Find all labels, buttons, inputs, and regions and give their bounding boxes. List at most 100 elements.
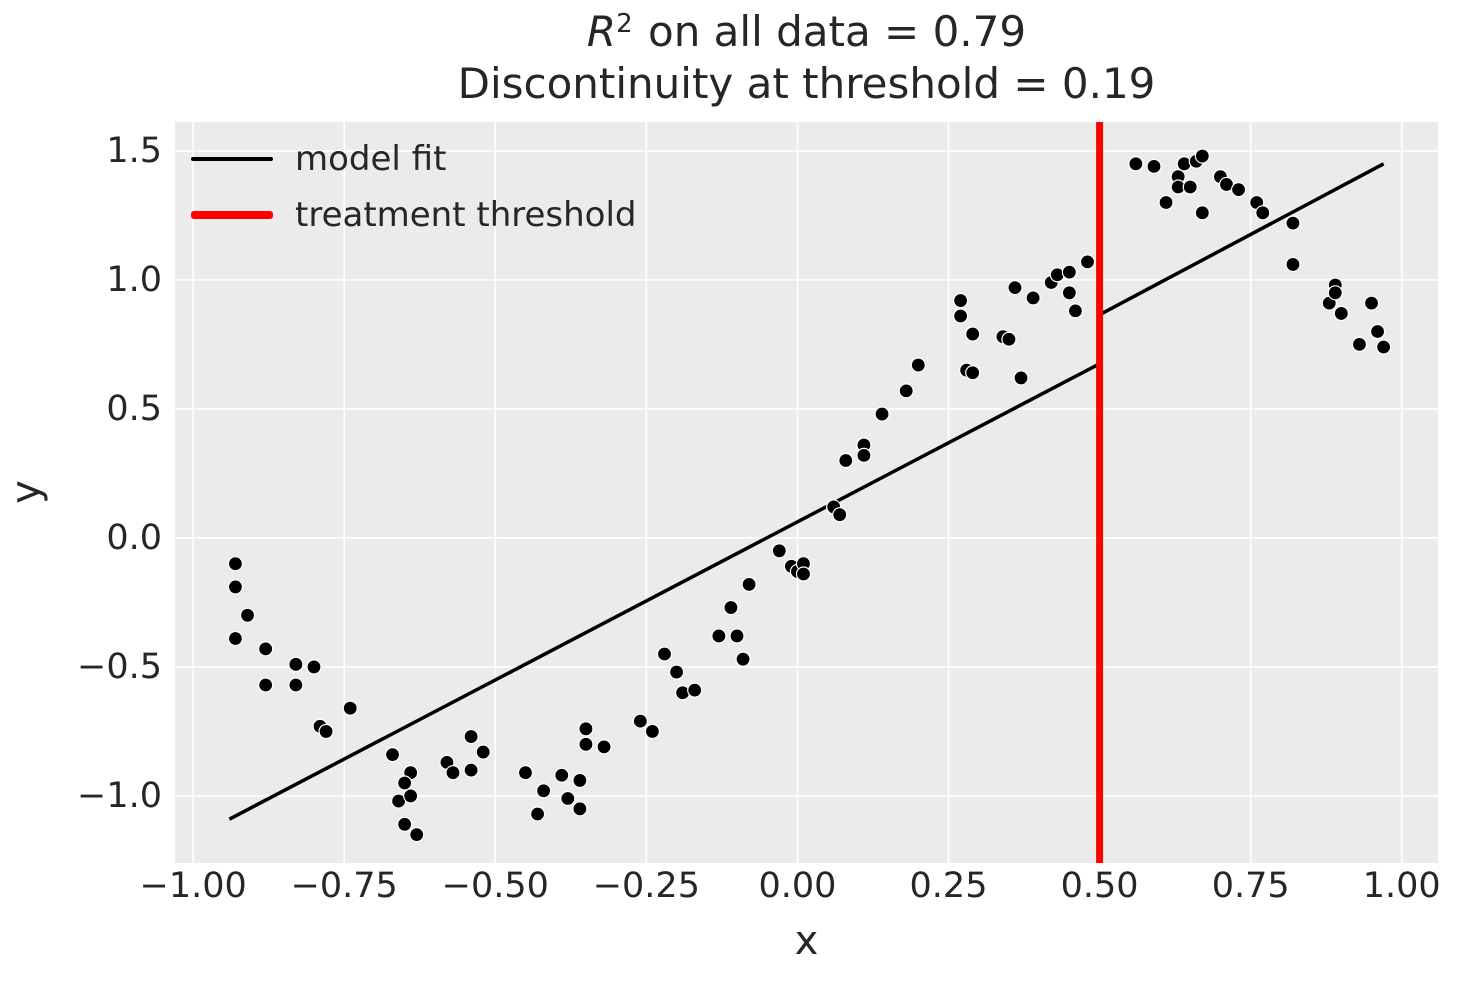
title-r-rest: on all data = 0.79: [634, 7, 1027, 56]
data-point: [1285, 256, 1301, 273]
data-point: [227, 579, 244, 595]
data-point: [838, 452, 854, 469]
data-point: [1146, 158, 1162, 174]
data-point: [1061, 285, 1077, 301]
data-point: [729, 628, 745, 644]
data-point: [910, 357, 926, 373]
data-point: [1067, 303, 1084, 319]
y-tick-label: −1.0: [77, 775, 162, 816]
data-point: [795, 566, 812, 582]
data-point: [529, 806, 546, 822]
data-point: [656, 646, 673, 662]
data-point: [258, 677, 274, 693]
data-point: [227, 630, 244, 647]
plot-area: model fit treatment threshold: [175, 122, 1438, 863]
data-point: [397, 775, 413, 791]
data-point: [409, 827, 425, 843]
legend-item-treatment-threshold: treatment threshold: [191, 194, 637, 236]
data-point: [632, 713, 648, 729]
data-point: [258, 641, 274, 657]
title-line-discontinuity: Discontinuity at threshold = 0.19: [457, 59, 1156, 109]
data-point: [1327, 285, 1343, 301]
data-point: [517, 765, 534, 781]
data-point: [463, 762, 479, 778]
data-point: [1333, 305, 1349, 322]
data-point: [952, 308, 969, 324]
data-point: [463, 728, 479, 745]
data-point: [572, 772, 588, 789]
data-point: [475, 744, 491, 760]
data-point: [227, 556, 244, 572]
data-point: [1194, 205, 1210, 221]
y-tick-label: 1.5: [106, 130, 162, 171]
data-point: [1363, 295, 1380, 311]
y-tick-label: 1.0: [106, 259, 162, 300]
data-point: [1369, 323, 1386, 340]
data-point: [1285, 215, 1301, 231]
data-point: [288, 656, 304, 672]
data-point: [239, 607, 256, 623]
x-tick-label: −0.50: [441, 866, 549, 906]
data-point: [711, 628, 727, 644]
x-tick-label: −0.25: [592, 866, 700, 906]
data-point: [1013, 370, 1029, 386]
legend: model fit treatment threshold: [191, 138, 637, 236]
data-point: [596, 739, 612, 755]
data-point: [1351, 336, 1368, 353]
data-point: [1079, 254, 1096, 270]
legend-label-treatment-threshold: treatment threshold: [295, 195, 637, 235]
data-point: [403, 788, 419, 804]
y-tick-label: 0.5: [106, 388, 162, 429]
data-point: [874, 406, 890, 422]
data-point: [898, 383, 914, 399]
data-point: [1376, 339, 1392, 355]
title-line-r-squared: R2 on all data = 0.79: [175, 6, 1438, 58]
data-point: [1061, 264, 1077, 280]
data-point: [1194, 148, 1210, 164]
data-point: [668, 664, 685, 680]
y-tick-label: −0.5: [77, 646, 162, 687]
chart-title: R2 on all data = 0.79 Discontinuity at t…: [175, 6, 1438, 110]
data-point: [1025, 290, 1041, 306]
data-point: [288, 677, 304, 693]
data-point: [578, 721, 594, 737]
model-fit-line-swatch: [191, 157, 273, 161]
data-point: [1230, 181, 1247, 198]
model-fit-line: [228, 162, 1385, 821]
data-point: [771, 543, 787, 559]
data-point: [572, 801, 588, 817]
x-tick-label: 1.00: [1362, 866, 1441, 906]
chart-canvas: [175, 122, 1438, 863]
data-point: [741, 576, 757, 592]
data-point: [536, 783, 552, 799]
data-point: [735, 651, 751, 667]
data-point: [1255, 205, 1271, 221]
data-point: [342, 700, 358, 716]
data-point: [397, 816, 413, 832]
y-tick-label: 0.0: [106, 517, 162, 558]
data-point: [306, 659, 322, 675]
x-tick-label: 0.50: [1060, 866, 1139, 906]
data-point: [832, 507, 848, 523]
data-point: [554, 767, 570, 783]
data-point: [384, 747, 401, 763]
data-point: [952, 292, 969, 309]
data-point: [318, 723, 334, 740]
data-point: [644, 723, 661, 740]
x-tick-label: 0.00: [758, 866, 837, 906]
data-point: [856, 447, 872, 463]
x-axis-label: x: [794, 918, 819, 964]
data-point: [1001, 331, 1017, 347]
x-tick-label: −0.75: [290, 866, 398, 906]
title-r-exponent: 2: [616, 9, 633, 39]
y-axis-label: y: [2, 480, 49, 504]
legend-item-model-fit: model fit: [191, 138, 637, 180]
threshold-line-swatch: [191, 211, 273, 219]
data-point: [578, 736, 594, 752]
data-point: [1158, 194, 1174, 211]
data-point: [445, 765, 461, 781]
data-point: [687, 682, 703, 698]
data-point: [560, 790, 576, 807]
title-r-symbol: R: [586, 7, 617, 56]
